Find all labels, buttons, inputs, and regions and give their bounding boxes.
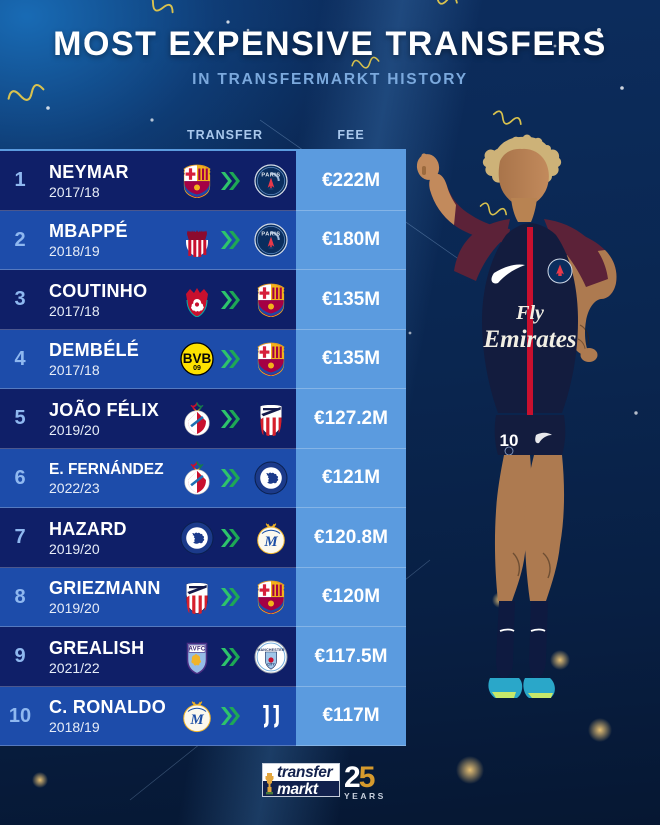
svg-text:Emirates: Emirates	[482, 326, 576, 353]
svg-text:Fly: Fly	[515, 302, 544, 324]
